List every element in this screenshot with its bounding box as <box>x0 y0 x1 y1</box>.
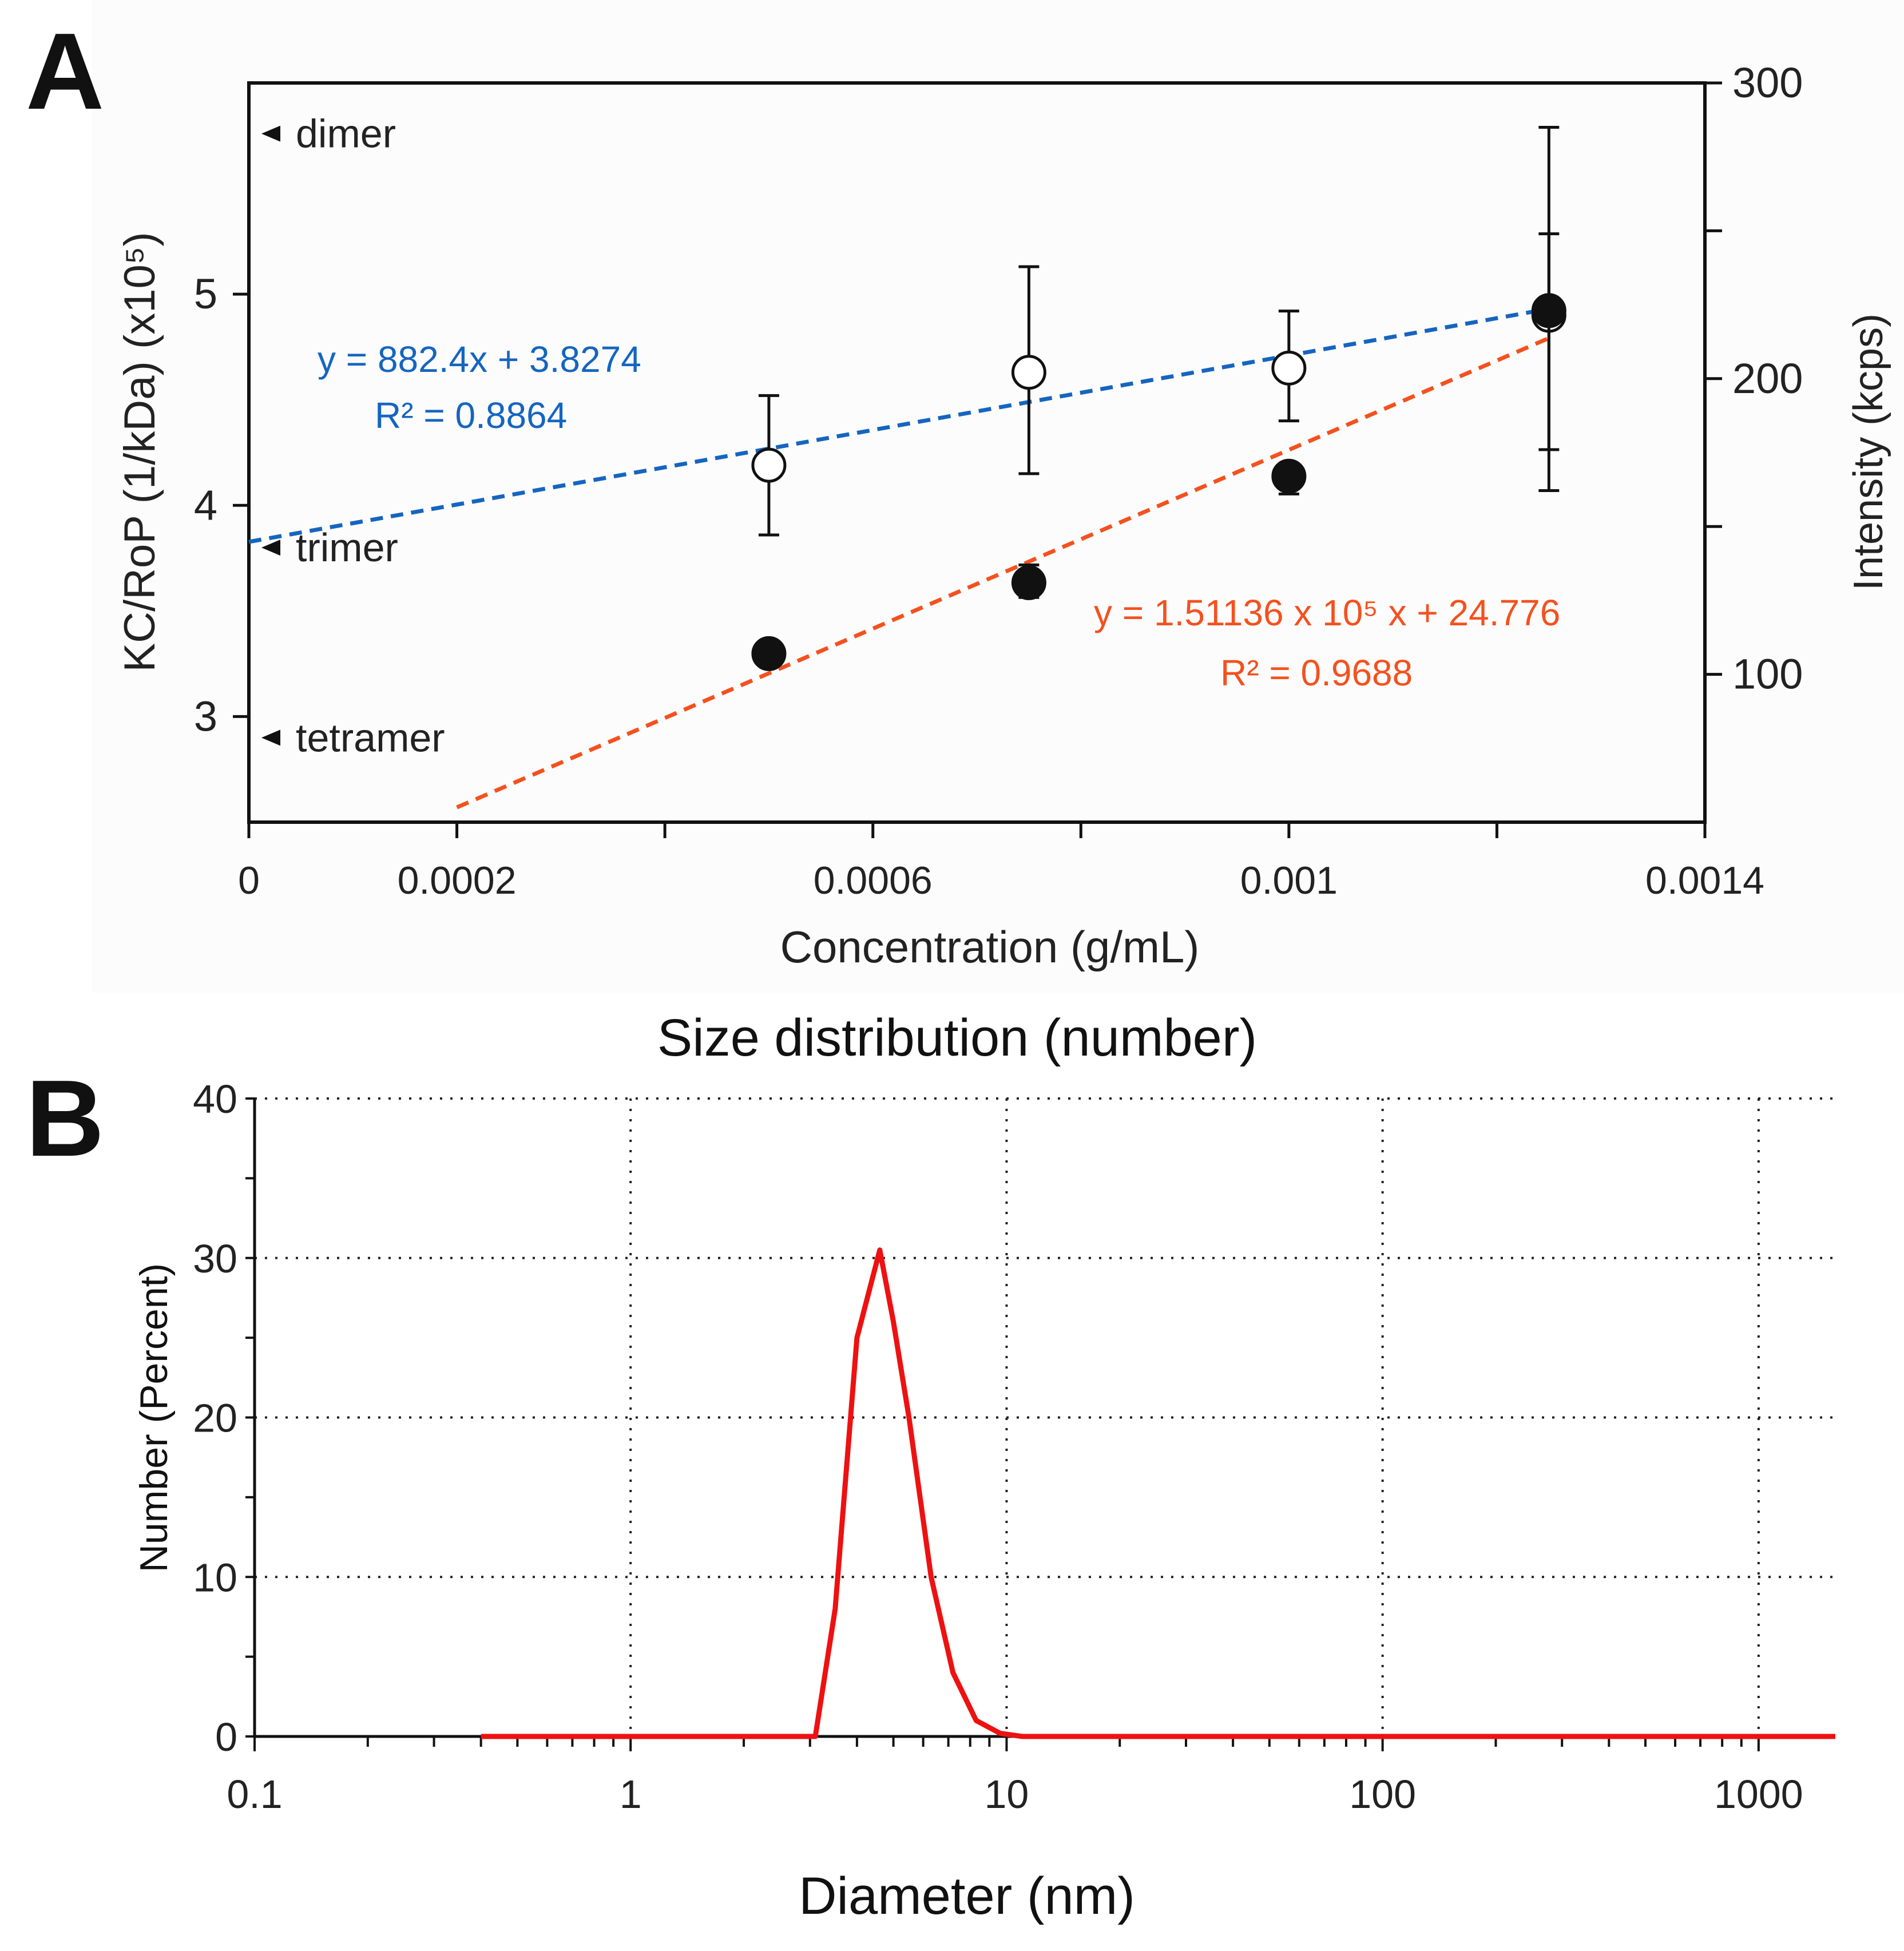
panel-a-left-y-axis-label: KC/RoP (1/kDa) (x10⁵) <box>116 232 164 672</box>
filled-circle-point <box>1531 293 1566 328</box>
open-circle-point <box>1271 350 1307 386</box>
panel-b-curve <box>481 1247 1835 1739</box>
panel-a-x-axis-label: Concentration (g/mL) <box>780 922 1200 972</box>
panel-a-right-y-ticks: 100 200 300 <box>1705 59 1803 698</box>
x-tick-label: 1000 <box>1714 1772 1803 1817</box>
panel-a-x-ticks: 0 0.0002 0.0006 0.001 0.0014 <box>238 822 1764 902</box>
panel-a-orange-equation: y = 1.51136 x 10⁵ x + 24.776 <box>1094 592 1560 633</box>
panel-a-plot-frame <box>247 81 1707 824</box>
panel-a-blue-equation: y = 882.4x + 3.8274 <box>318 339 641 380</box>
x-tick-label: 0.0014 <box>1645 859 1764 902</box>
panel-a: A 0 0.0002 0.0006 0.001 0.0014 3 4 5 100 200 300… <box>26 0 1904 993</box>
fit-line-series-0 <box>248 307 1549 544</box>
open-circle-point <box>1011 355 1046 390</box>
reference-arrow-icon <box>261 729 280 746</box>
y-tick-label: 0 <box>215 1715 237 1759</box>
reference-arrow-icon <box>261 540 280 556</box>
filled-circle-point <box>751 636 787 671</box>
right-y-tick-label: 200 <box>1732 355 1803 402</box>
left-y-tick-label: 4 <box>194 481 217 529</box>
open-circle-point <box>751 447 787 483</box>
panel-a-right-y-axis-label: Intensity (kcps) <box>1846 314 1891 590</box>
x-tick-label: 0.0006 <box>814 859 933 902</box>
right-y-tick-label: 300 <box>1732 59 1803 106</box>
panel-a-letter: A <box>26 11 104 132</box>
x-tick-label: 0.1 <box>227 1772 282 1817</box>
y-tick-label: 20 <box>193 1396 237 1441</box>
left-y-tick-label: 3 <box>194 692 217 740</box>
reference-arrow-icon <box>261 125 280 142</box>
panel-a-orange-r2: R² = 0.9688 <box>1220 652 1413 693</box>
panel-a-blue-r2: R² = 0.8864 <box>375 395 567 436</box>
filled-circle-point <box>1011 565 1046 600</box>
y-tick-label: 30 <box>193 1236 237 1281</box>
x-tick-label: 0 <box>238 859 260 902</box>
x-tick-label: 0.0002 <box>398 859 517 902</box>
reference-label: dimer <box>296 112 396 156</box>
panel-b: B Size distribution (number) 0.1 1 10 100 10… <box>26 1009 1835 1925</box>
size-distribution-line <box>481 1247 1835 1739</box>
panel-b-title: Size distribution (number) <box>657 1009 1257 1067</box>
panel-a-reference-markers: dimer trimer tetramer <box>261 112 445 760</box>
y-tick-label: 40 <box>193 1077 237 1121</box>
reference-label: trimer <box>296 525 398 570</box>
panel-a-background <box>92 0 1904 993</box>
x-tick-label: 1 <box>620 1772 642 1817</box>
left-y-tick-label: 5 <box>194 270 217 318</box>
panel-a-left-y-ticks: 3 4 5 <box>194 270 249 740</box>
panel-b-y-ticks: 0 10 20 30 40 <box>193 1077 255 1759</box>
panel-a-fit-lines <box>248 307 1550 810</box>
x-tick-label: 10 <box>984 1772 1029 1817</box>
filled-circle-point <box>1271 458 1307 494</box>
panel-b-y-axis-label: Number (Percent) <box>132 1263 176 1572</box>
reference-label: tetramer <box>296 715 445 760</box>
panel-a-data-points <box>751 126 1566 671</box>
panel-b-x-axis-label: Diameter (nm) <box>799 1867 1135 1925</box>
fit-line-series-1 <box>456 336 1550 810</box>
x-tick-label: 0.001 <box>1240 859 1338 902</box>
right-y-tick-label: 100 <box>1732 651 1803 698</box>
y-tick-label: 10 <box>193 1555 237 1600</box>
panel-b-letter: B <box>26 1058 104 1179</box>
x-tick-label: 100 <box>1349 1772 1416 1817</box>
